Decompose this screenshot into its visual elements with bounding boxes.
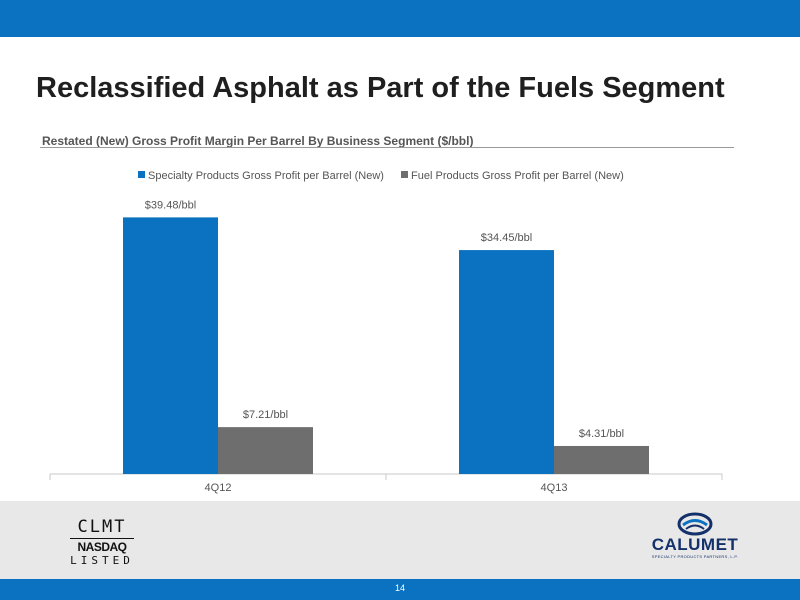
calumet-emblem-icon — [677, 512, 713, 536]
legend-swatch-specialty — [138, 171, 145, 178]
chart-title-underline — [40, 147, 734, 148]
legend-item-fuel: Fuel Products Gross Profit per Barrel (N… — [401, 170, 624, 182]
legend-label-specialty: Specialty Products Gross Profit per Barr… — [148, 170, 384, 182]
top-banner — [0, 0, 800, 37]
clmt-ticker: CLMT — [77, 517, 127, 537]
x-tick-label-4q13: 4Q13 — [541, 482, 568, 494]
legend-swatch-fuel — [401, 171, 409, 178]
calumet-wordmark: CALUMET — [651, 535, 739, 554]
bar-4q13-series-1 — [554, 445, 649, 474]
bottom-banner — [0, 579, 800, 600]
chart-title: Restated (New) Gross Profit Margin Per B… — [42, 134, 474, 148]
calumet-logo: CALUMET SPECIALTY PRODUCTS PARTNERS, L.P… — [645, 512, 745, 560]
bar-4q12-series-0 — [123, 217, 218, 474]
clmt-nasdaq-logo: CLMT NASDAQ LISTED — [68, 517, 136, 567]
calumet-tagline: SPECIALTY PRODUCTS PARTNERS, L.P. — [651, 554, 739, 559]
bar-4q12-series-1 — [218, 427, 313, 474]
nasdaq-wordmark: NASDAQ — [77, 540, 127, 554]
slide-title: Reclassified Asphalt as Part of the Fuel… — [36, 72, 725, 104]
listed-wordmark: LISTED — [70, 554, 134, 567]
chart-legend: Specialty Products Gross Profit per Barr… — [138, 170, 638, 182]
bar-chart: $39.48/bbl $7.21/bbl 4Q12 $34.45/bbl $4.31/b… — [49, 199, 723, 494]
legend-label-fuel: Fuel Products Gross Profit per Barrel (N… — [411, 170, 624, 182]
footer-band — [0, 501, 800, 579]
data-label-4q12-series-1: $7.21/bbl — [243, 409, 288, 421]
data-label-4q12-series-0: $39.48/bbl — [145, 199, 196, 211]
legend-item-specialty: Specialty Products Gross Profit per Barr… — [138, 170, 384, 182]
clmt-logo-divider — [70, 538, 134, 539]
bar-4q13-series-0 — [459, 250, 554, 474]
page-number: 14 — [394, 583, 405, 593]
data-label-4q13-series-1: $4.31/bbl — [579, 428, 624, 440]
x-tick-label-4q12: 4Q12 — [205, 482, 232, 494]
data-label-4q13-series-0: $34.45/bbl — [481, 232, 532, 244]
